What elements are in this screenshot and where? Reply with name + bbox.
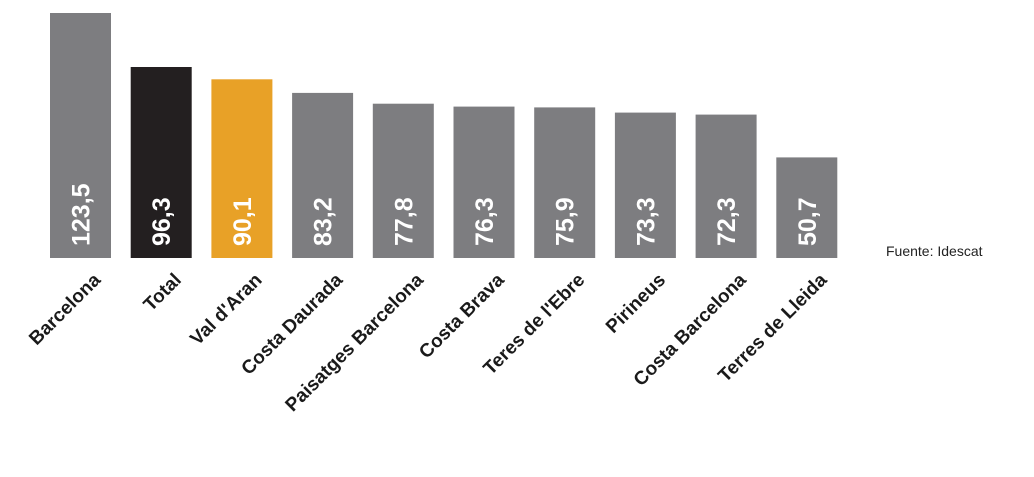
value-label-0: 123,5 — [68, 183, 96, 246]
bars-group — [50, 13, 838, 259]
bar-3 — [292, 92, 354, 259]
value-label-3: 83,2 — [310, 197, 338, 246]
value-label-6: 75,9 — [552, 197, 580, 246]
bar-7 — [614, 112, 676, 258]
category-label-1: Total — [140, 270, 186, 316]
value-label-4: 77,8 — [390, 197, 418, 246]
category-label-0: Barcelona — [25, 269, 105, 349]
bar-5 — [453, 106, 515, 258]
value-label-1: 96,3 — [148, 197, 176, 246]
value-label-2: 90,1 — [229, 197, 257, 246]
value-labels-group: 123,5 96,3 90,1 83,2 77,8 76,3 75,9 73,3 72,3 50,… — [68, 183, 822, 246]
bar-2 — [211, 79, 273, 258]
value-label-5: 76,3 — [471, 197, 499, 246]
value-label-9: 50,7 — [794, 197, 822, 246]
bar-6 — [534, 107, 596, 259]
value-label-7: 73,3 — [632, 197, 660, 246]
source-note: Fuente: Idescat — [886, 243, 983, 259]
category-label-4: Paisatges Barcelona — [282, 269, 429, 416]
category-label-7: Pirineus — [602, 270, 670, 338]
value-label-8: 72,3 — [713, 197, 741, 246]
bar-8 — [695, 114, 757, 258]
bar-1 — [130, 67, 192, 258]
bar-9 — [776, 157, 838, 258]
bar-4 — [372, 103, 434, 258]
category-label-2: Val d'Aran — [186, 270, 266, 350]
bar-0 — [50, 13, 111, 258]
